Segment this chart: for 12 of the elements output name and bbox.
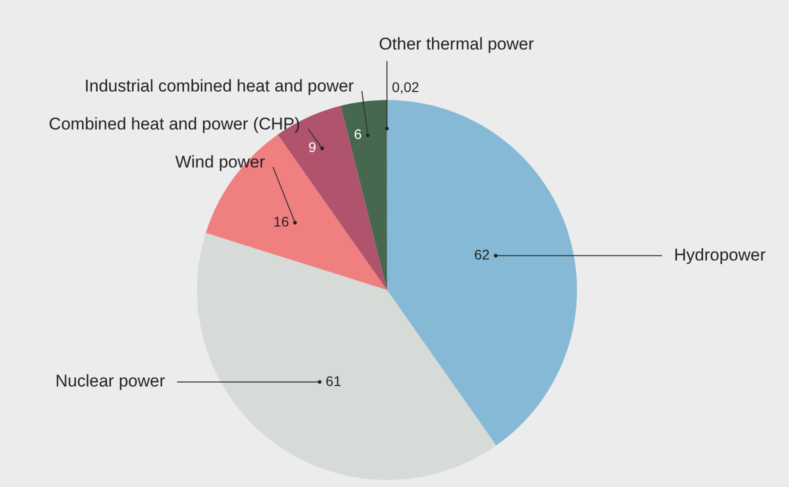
slice-label: Wind power — [175, 152, 266, 172]
data-label: 6 — [354, 126, 362, 142]
data-label: 16 — [273, 214, 290, 230]
data-label: 9 — [308, 139, 316, 156]
slice-label: Hydropower — [674, 245, 766, 264]
slice-label: Combined heat and power (CHP) — [48, 114, 300, 134]
slice-label: Industrial combined heat and power — [84, 76, 354, 96]
data-label: 62 — [474, 246, 490, 262]
data-label: 0,02 — [392, 78, 420, 95]
slice-label: Other thermal power — [378, 34, 534, 54]
data-label: 61 — [326, 372, 342, 389]
slice-label: Nuclear power — [55, 372, 166, 391]
